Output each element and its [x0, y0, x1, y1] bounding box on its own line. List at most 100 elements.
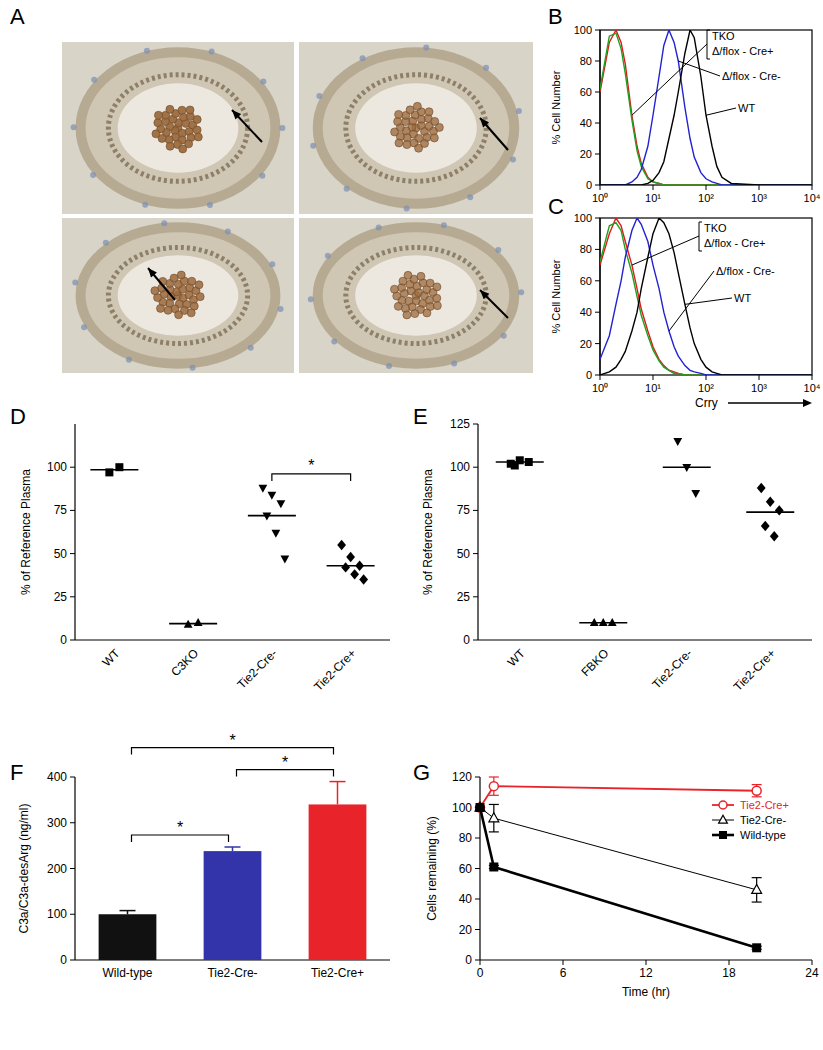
arrow-shaft [232, 110, 262, 142]
x-tick [706, 375, 707, 380]
mean-line [579, 622, 627, 624]
arrow-shaft [148, 268, 175, 300]
y-axis-label: % Cell Number [550, 259, 562, 333]
red-cell [186, 106, 194, 114]
y-tick [70, 960, 75, 961]
significance-label: * [177, 819, 183, 836]
legend-marker [719, 801, 727, 809]
y-tick [595, 92, 600, 93]
y-tick [475, 777, 480, 778]
x-tick-label: 24 [805, 966, 819, 980]
y-tick-label: 75 [54, 503, 68, 517]
y-tick [473, 467, 478, 468]
nucleus [331, 338, 337, 344]
error-bar-stem [337, 782, 339, 805]
error-bar-cap [489, 831, 499, 832]
plot-area [600, 30, 812, 185]
red-cell [430, 134, 438, 142]
tissue-background [62, 42, 294, 214]
arrow-head [480, 290, 489, 299]
data-point [489, 862, 498, 871]
red-cell [154, 119, 162, 127]
label-bracket [707, 30, 710, 59]
x-tick-label: Tie2-Cre+ [311, 646, 359, 694]
red-cell [178, 106, 186, 114]
y-tick [70, 596, 75, 597]
panel-label: F [10, 760, 23, 785]
y-tick-label: 125 [450, 417, 470, 431]
y-tick-label: 25 [54, 590, 68, 604]
red-cell [188, 277, 196, 285]
legend-label: Tie2-Cre- [740, 814, 786, 826]
red-cell [403, 311, 411, 319]
significance-label: * [282, 754, 288, 771]
y-tick [475, 838, 480, 839]
nucleus [103, 240, 109, 246]
y-tick [70, 868, 75, 869]
nucleus [316, 93, 322, 99]
y-tick [473, 510, 478, 511]
x-tick-label: 10⁴ [804, 382, 821, 394]
vessel-lumen [355, 255, 477, 336]
y-axis-line [74, 777, 75, 960]
y-tick-label: 80 [580, 243, 592, 255]
bar [309, 804, 367, 960]
y-tick [70, 553, 75, 554]
y-tick-label: 25 [457, 590, 471, 604]
mean-line [663, 466, 711, 468]
y-tick-label: 0 [586, 179, 592, 191]
x-tick-label: Tie2-Cre- [235, 646, 280, 691]
y-axis-line [599, 218, 600, 375]
error-bar-cap [489, 795, 499, 796]
nucleus [441, 222, 447, 228]
x-tick [600, 185, 601, 190]
micrograph [62, 218, 294, 373]
red-cell [395, 139, 403, 147]
micrograph-panel: A [10, 4, 533, 373]
y-tick-label: 50 [54, 547, 68, 561]
elastic-lamina [346, 75, 486, 182]
nucleus [501, 333, 507, 339]
tissue-background [299, 218, 533, 373]
series-label: Δ/flox - Cre+ [712, 45, 773, 57]
y-tick [70, 914, 75, 915]
error-bar [489, 804, 499, 831]
x-tick [729, 960, 730, 965]
micrograph [62, 42, 294, 214]
y-tick [70, 640, 75, 641]
error-bar-cap [489, 776, 499, 777]
nucleus [209, 48, 215, 54]
x-tick-label: Wild-type [102, 966, 152, 980]
y-tick-label: 100 [574, 24, 592, 36]
bar-panel: F0100200300400C3a/C3a-desArg (ng/ml)Wild… [10, 732, 390, 980]
nucleus [91, 77, 97, 83]
error-bar-cap [330, 781, 346, 783]
red-cell [423, 309, 431, 317]
histogram-line [600, 30, 812, 185]
nucleus [71, 124, 77, 130]
nucleus [225, 228, 231, 234]
x-axis-line [75, 639, 390, 640]
vessel-lumen [355, 83, 477, 172]
data-point [476, 803, 485, 812]
x-tick-label: 12 [639, 966, 653, 980]
plot-area [600, 218, 812, 375]
data-point [757, 483, 766, 493]
x-tick-label: C3KO [168, 646, 201, 679]
y-axis-line [74, 424, 75, 640]
arrow-head [480, 118, 489, 127]
mean-line [248, 515, 296, 517]
x-tick-label: 10⁴ [804, 192, 821, 204]
red-cell [404, 271, 412, 279]
bar [204, 851, 262, 960]
histogram-panel: C02040608010010⁰10¹10²10³10⁴% Cell Numbe… [548, 194, 821, 410]
data-point [194, 618, 203, 626]
data-point [475, 802, 485, 811]
nucleus [278, 306, 284, 312]
data-point [280, 556, 289, 564]
y-tick [475, 960, 480, 961]
y-tick-label: 75 [457, 503, 471, 517]
data-point [346, 552, 355, 562]
error-bar-cap [752, 901, 762, 902]
data-point [489, 813, 499, 822]
